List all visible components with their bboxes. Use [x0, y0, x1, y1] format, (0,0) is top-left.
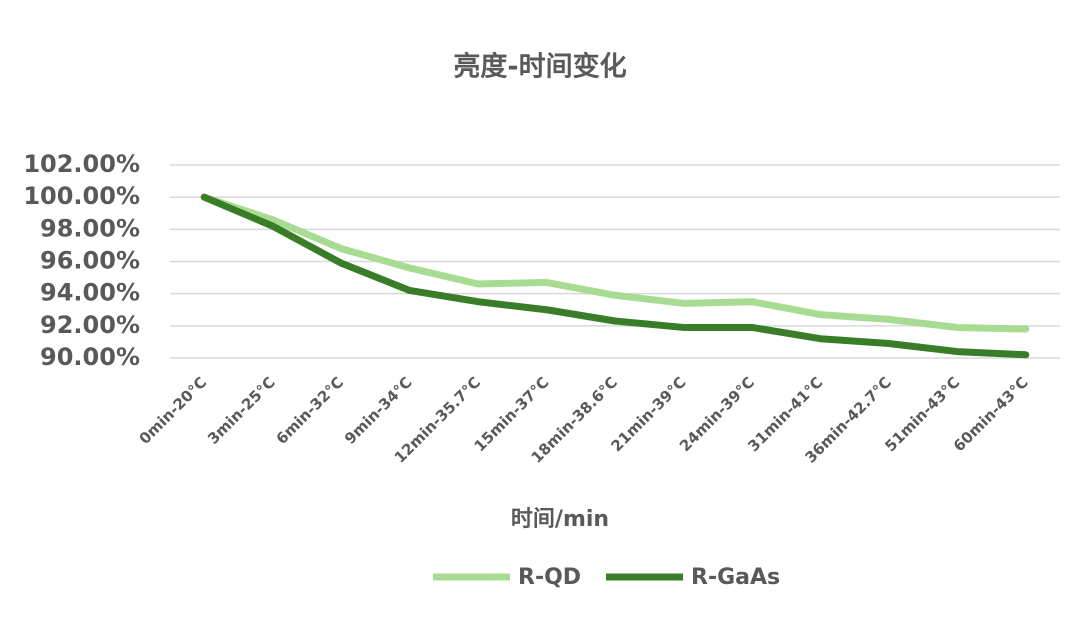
x-tick-label: 3min-25°C [204, 373, 279, 448]
y-tick-label: 90.00% [40, 343, 140, 371]
chart-title: 亮度-时间变化 [453, 51, 626, 83]
x-tick-label: 6min-32°C [273, 373, 348, 448]
series-line [200, 193, 1030, 359]
y-tick-label: 102.00% [23, 150, 140, 178]
legend-label: R-QD [518, 565, 581, 590]
y-tick-label: 92.00% [40, 311, 140, 339]
y-tick-label: 96.00% [40, 247, 140, 275]
x-tick-label: 9min-34°C [341, 373, 416, 448]
y-tick-label: 94.00% [40, 279, 140, 307]
legend-label: R-GaAs [691, 565, 780, 590]
y-tick-label: 100.00% [23, 182, 140, 210]
series-line [200, 193, 1030, 333]
y-tick-label: 98.00% [40, 214, 140, 242]
x-axis-title: 时间/min [511, 507, 609, 532]
x-tick-label: 0min-20°C [136, 373, 211, 448]
